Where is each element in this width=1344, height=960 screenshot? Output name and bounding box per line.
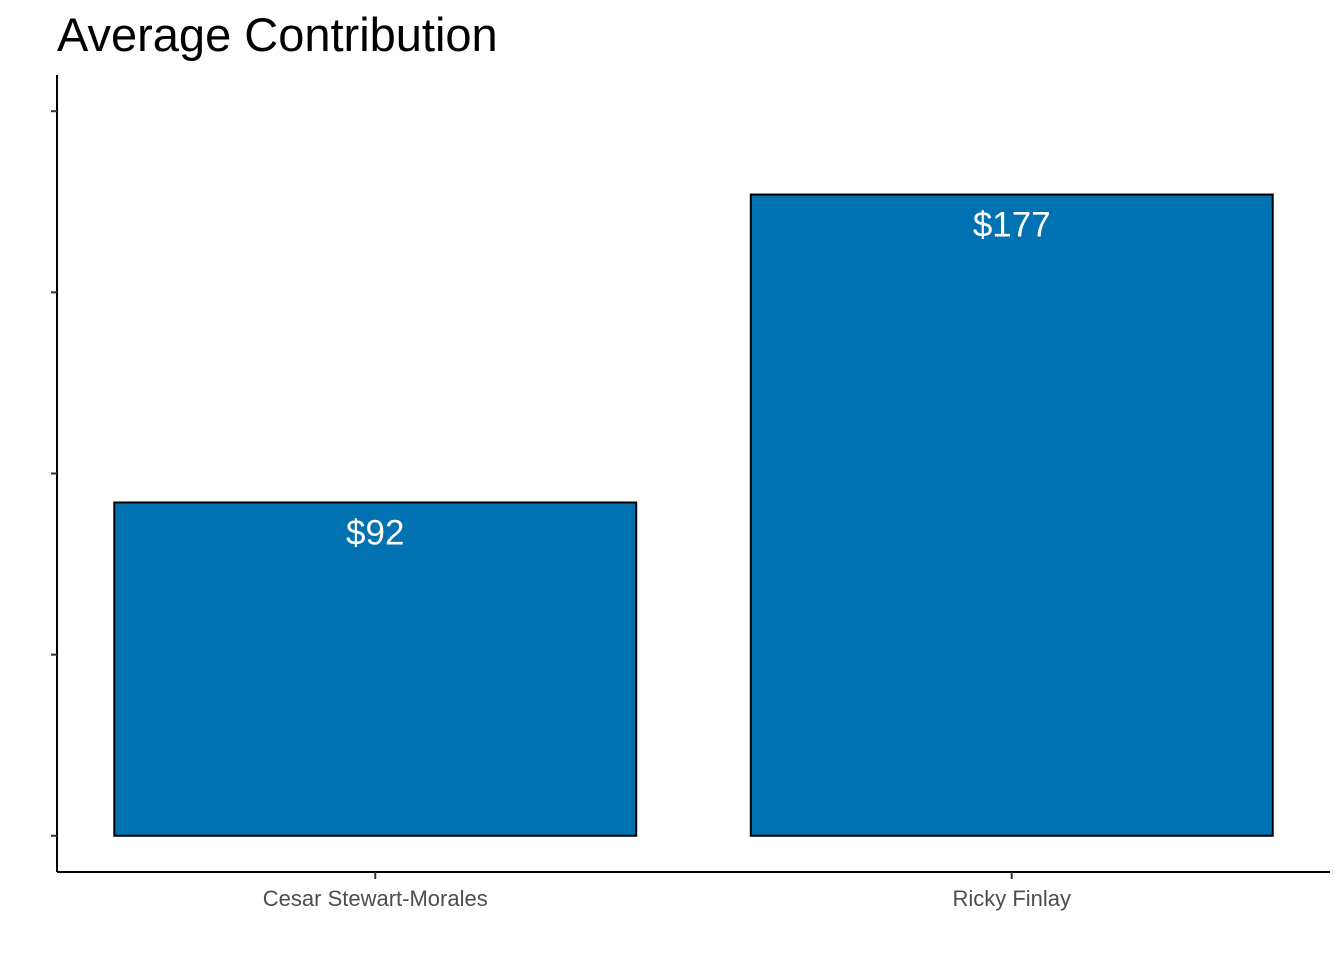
x-tick-label-0: Cesar Stewart-Morales: [263, 886, 488, 911]
bar-1: [749, 193, 1274, 837]
bar-value-label-0: $92: [346, 513, 404, 552]
x-axis-ticks: Cesar Stewart-Morales Ricky Finlay: [263, 872, 1071, 911]
bars-group: $92 $177: [113, 193, 1274, 837]
bar-0: [113, 501, 638, 837]
bar-value-label-1: $177: [973, 206, 1051, 245]
x-tick-label-1: Ricky Finlay: [952, 886, 1071, 911]
chart-title: Average Contribution: [57, 8, 498, 61]
y-axis-ticks: [51, 110, 57, 837]
